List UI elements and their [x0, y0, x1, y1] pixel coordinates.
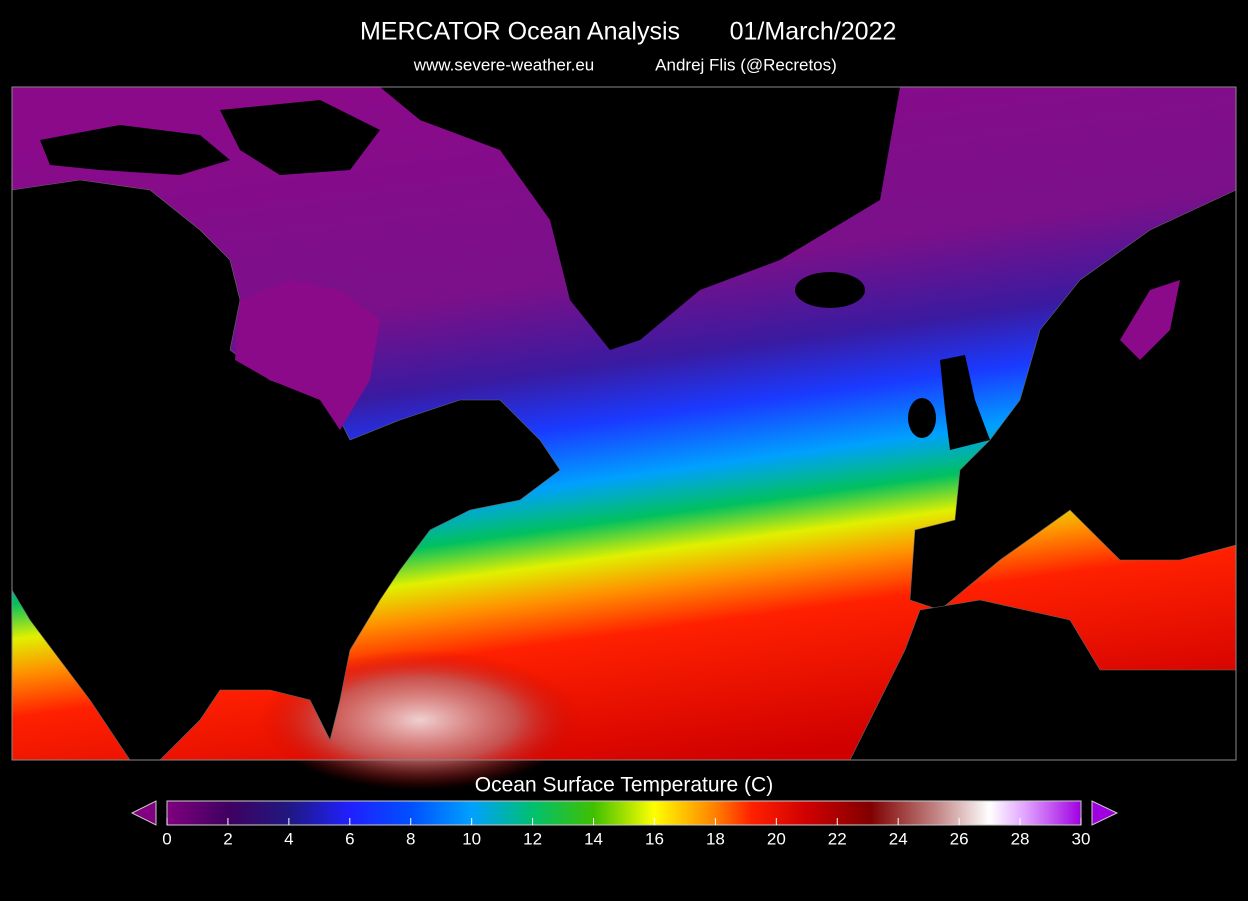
tick-label: 26	[950, 829, 969, 848]
colorbar-arrow-low	[130, 800, 157, 826]
arctic-islands	[220, 100, 380, 175]
map-title: MERCATOR Ocean Analysis	[360, 18, 680, 46]
baltic-sea	[1120, 280, 1180, 360]
tick-label: 24	[889, 829, 908, 848]
tick-label: 6	[345, 829, 354, 848]
tick-label: 10	[462, 829, 481, 848]
tick-label: 4	[284, 829, 293, 848]
map-date: 01/March/2022	[730, 18, 897, 46]
tick-label: 20	[767, 829, 786, 848]
colorbar-arrow-high	[1091, 800, 1119, 826]
ireland	[908, 398, 936, 438]
tick-label: 28	[1011, 829, 1030, 848]
tick-label: 16	[645, 829, 664, 848]
map	[11, 86, 1237, 790]
great-britain	[940, 355, 990, 450]
colorbar-label: Ocean Surface Temperature (C)	[475, 774, 773, 797]
author: Andrej Flis (@Recretos)	[655, 55, 837, 74]
tick-label: 22	[828, 829, 847, 848]
tick-label: 14	[584, 829, 603, 848]
hudson-bay	[235, 280, 380, 430]
arctic-islands	[40, 125, 230, 175]
tick-label: 8	[406, 829, 415, 848]
website: www.severe-weather.eu	[413, 55, 594, 74]
iceland	[795, 272, 865, 308]
greenland	[380, 87, 900, 350]
tick-label: 30	[1072, 829, 1091, 848]
tick-label: 0	[162, 829, 171, 848]
colorbar	[166, 800, 1082, 826]
colorbar-ticks: 0 2 4 6 8 10 12 14 16 18 20 22 24 26 28 30	[162, 818, 1090, 848]
tick-label: 2	[223, 829, 232, 848]
tick-label: 18	[706, 829, 725, 848]
tick-label: 12	[523, 829, 542, 848]
map-frame	[11, 86, 1237, 761]
